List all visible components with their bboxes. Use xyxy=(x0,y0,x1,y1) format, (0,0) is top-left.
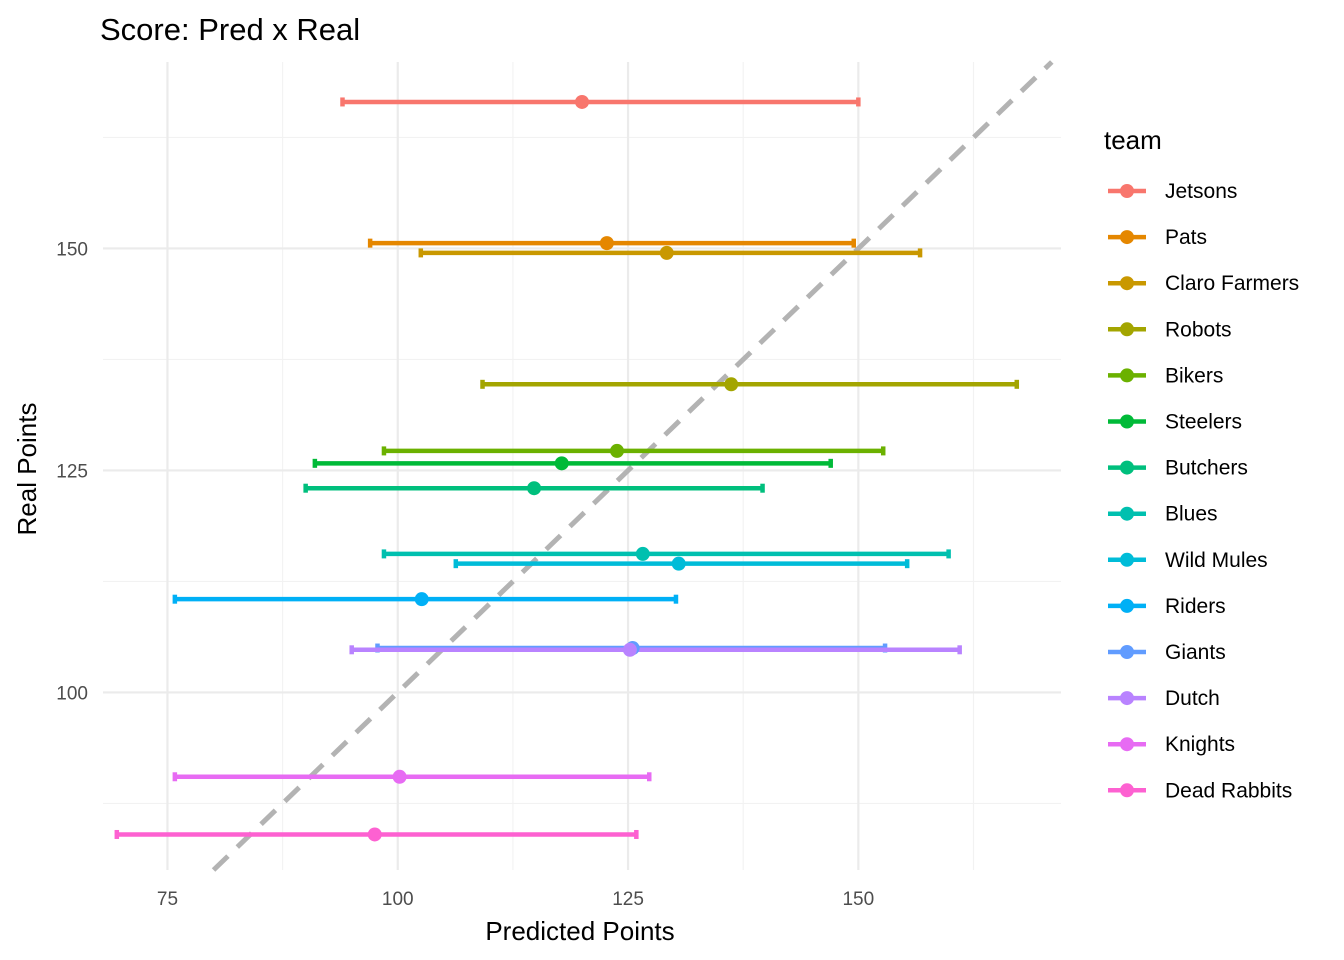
data-point xyxy=(575,94,589,109)
legend-item: Jetsons xyxy=(1108,180,1237,203)
legend-item: Steelers xyxy=(1108,411,1242,434)
x-tick-label: 125 xyxy=(612,889,644,910)
legend-item: Giants xyxy=(1108,641,1226,664)
legend-key-point xyxy=(1120,783,1134,798)
error-bar xyxy=(340,97,861,107)
legend-label: Knights xyxy=(1165,733,1235,756)
data-point xyxy=(610,443,625,458)
legend-key-point xyxy=(1120,598,1134,613)
legend-item: Riders xyxy=(1108,595,1226,618)
legend-label: Butchers xyxy=(1165,457,1248,480)
data-point xyxy=(392,769,407,784)
error-bar xyxy=(172,772,652,782)
legend-key-point xyxy=(1120,460,1134,475)
legend-key-point xyxy=(1120,230,1134,245)
error-bar xyxy=(381,446,886,456)
error-bar xyxy=(312,458,833,468)
points-layer xyxy=(367,94,739,842)
x-tick-label: 75 xyxy=(157,889,178,910)
legend-label: Jetsons xyxy=(1165,180,1237,203)
legend-item: Pats xyxy=(1108,226,1207,249)
y-tick-label: 125 xyxy=(56,461,88,482)
legend-item: Wild Mules xyxy=(1108,549,1268,572)
data-point xyxy=(659,245,674,260)
legend-key-point xyxy=(1120,322,1134,337)
x-tick-label: 150 xyxy=(842,889,874,910)
plot-title: Score: Pred x Real xyxy=(100,12,360,47)
data-point xyxy=(622,642,637,657)
y-tick-label: 150 xyxy=(56,239,88,260)
y-axis-ticks: 100 125 150 xyxy=(56,239,88,704)
legend-item: Bikers xyxy=(1108,364,1223,387)
data-point xyxy=(671,556,686,571)
reference-line-layer xyxy=(211,60,1054,872)
y-tick-label: 100 xyxy=(56,683,88,704)
legend-item: Butchers xyxy=(1108,457,1248,480)
legend-label: Bikers xyxy=(1165,364,1223,387)
legend-label: Blues xyxy=(1165,503,1218,526)
legend-label: Riders xyxy=(1165,595,1226,618)
legend-items: Jetsons Pats Claro Farmers Robots Bikers Stee… xyxy=(1108,180,1299,802)
legend-key-point xyxy=(1120,414,1134,429)
legend-label: Dead Rabbits xyxy=(1165,779,1292,802)
legend-label: Steelers xyxy=(1165,411,1242,434)
legend-item: Robots xyxy=(1108,318,1232,341)
data-point xyxy=(414,592,429,607)
data-point xyxy=(367,827,382,842)
legend-key-point xyxy=(1120,184,1134,198)
legend-item: Blues xyxy=(1108,503,1218,526)
legend-key-point xyxy=(1120,645,1134,659)
legend-key-point xyxy=(1120,506,1134,521)
error-bar xyxy=(381,549,951,559)
data-point xyxy=(527,481,542,496)
data-point xyxy=(724,377,739,392)
reference-line xyxy=(211,60,1054,872)
legend-key-point xyxy=(1120,691,1134,706)
legend-label: Dutch xyxy=(1165,687,1220,710)
legend-label: Robots xyxy=(1165,318,1232,341)
data-point xyxy=(554,456,569,471)
legend-item: Dead Rabbits xyxy=(1108,779,1292,802)
error-bars-layer xyxy=(114,97,1020,839)
legend: team Jetsons Pats Claro Farmers Robots Biker… xyxy=(1104,125,1299,802)
legend-label: Wild Mules xyxy=(1165,549,1268,572)
legend-key-point xyxy=(1120,737,1134,752)
legend-item: Knights xyxy=(1108,733,1235,756)
data-point xyxy=(635,546,650,561)
data-point xyxy=(599,236,614,251)
legend-label: Pats xyxy=(1165,226,1207,249)
legend-item: Dutch xyxy=(1108,687,1220,710)
x-tick-label: 100 xyxy=(382,889,414,910)
x-axis-title: Predicted Points xyxy=(485,916,674,946)
error-bar xyxy=(349,645,962,655)
error-bar xyxy=(480,379,1020,389)
legend-label: Claro Farmers xyxy=(1165,272,1299,295)
legend-title: team xyxy=(1104,125,1162,155)
y-axis-title: Real Points xyxy=(12,403,42,536)
legend-label: Giants xyxy=(1165,641,1226,664)
x-axis-ticks: 75 100 125 150 xyxy=(157,889,874,910)
legend-item: Claro Farmers xyxy=(1108,272,1299,295)
grid xyxy=(103,62,1061,870)
legend-key-point xyxy=(1120,552,1134,567)
legend-key-point xyxy=(1120,368,1134,383)
legend-key-point xyxy=(1120,276,1134,291)
